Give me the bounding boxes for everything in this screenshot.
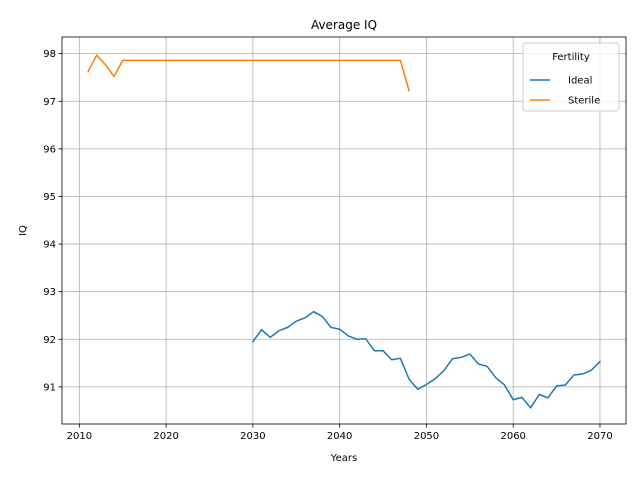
- series-line-ideal: [251, 310, 602, 409]
- legend-entries: Ideal Sterile: [530, 76, 600, 107]
- chart-title: Average IQ: [311, 18, 377, 32]
- x-axis-label: Years: [330, 453, 357, 464]
- x-tick-label: 2070: [587, 431, 612, 442]
- x-tick-label: 2020: [153, 431, 178, 442]
- plot-frame: [61, 36, 627, 425]
- y-tick-label: 94: [43, 240, 56, 251]
- plot-lines: [87, 54, 602, 409]
- y-tick-label: 91: [43, 382, 56, 393]
- x-tick-label: 2060: [500, 431, 525, 442]
- y-tick-label: 93: [43, 287, 56, 298]
- x-tick-label: 2050: [414, 431, 439, 442]
- x-tick-label: 2010: [67, 431, 92, 442]
- y-tick-label: 97: [43, 97, 56, 108]
- legend-title: Fertility: [552, 52, 590, 63]
- y-tick-label: 98: [43, 49, 56, 60]
- legend-label-ideal: Ideal: [568, 76, 592, 87]
- y-tick-label: 95: [43, 192, 56, 203]
- axis-ticks: 2010 2020 2030 2040 2050 2060 2070 91 92 93 94 95 96…: [43, 49, 612, 442]
- grid: [62, 37, 626, 424]
- legend-label-sterile: Sterile: [568, 96, 600, 107]
- x-tick-label: 2040: [327, 431, 352, 442]
- y-tick-label: 96: [43, 144, 56, 155]
- y-tick-label: 92: [43, 335, 56, 346]
- legend-box: [522, 42, 620, 112]
- y-axis-label: IQ: [18, 225, 29, 236]
- x-tick-label: 2030: [240, 431, 265, 442]
- series-line-sterile: [87, 54, 411, 92]
- legend: Fertility Ideal Sterile: [522, 42, 620, 112]
